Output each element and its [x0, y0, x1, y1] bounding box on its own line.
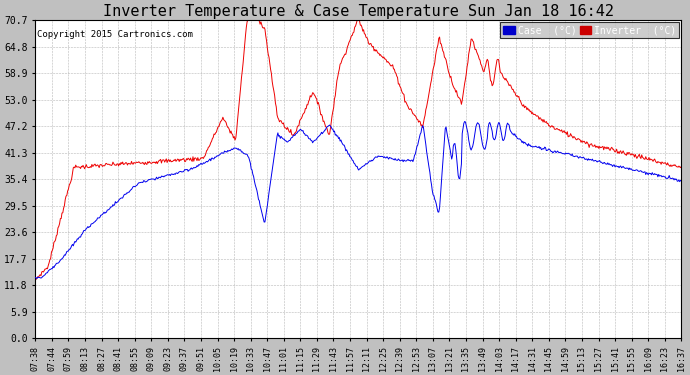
- Text: Copyright 2015 Cartronics.com: Copyright 2015 Cartronics.com: [37, 30, 193, 39]
- Title: Inverter Temperature & Case Temperature Sun Jan 18 16:42: Inverter Temperature & Case Temperature …: [103, 4, 614, 19]
- Legend: Case  (°C), Inverter  (°C): Case (°C), Inverter (°C): [500, 22, 680, 38]
